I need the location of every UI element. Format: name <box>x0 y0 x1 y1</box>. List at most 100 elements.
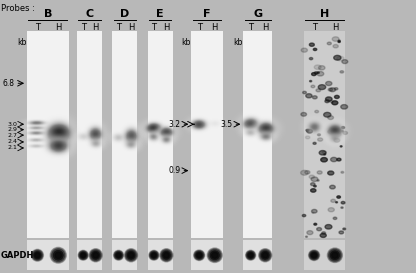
Ellipse shape <box>164 253 169 258</box>
Circle shape <box>328 171 334 175</box>
Circle shape <box>331 157 337 162</box>
Circle shape <box>342 60 348 64</box>
Text: 3.0: 3.0 <box>7 122 17 127</box>
Circle shape <box>312 73 316 76</box>
Circle shape <box>327 42 331 45</box>
Text: kb: kb <box>17 38 26 47</box>
Circle shape <box>333 217 337 219</box>
Circle shape <box>316 89 321 92</box>
Text: 2.4: 2.4 <box>7 140 17 144</box>
Text: kb: kb <box>233 38 243 47</box>
Circle shape <box>310 58 313 60</box>
Ellipse shape <box>89 249 102 262</box>
Circle shape <box>329 88 336 92</box>
Text: T: T <box>35 23 40 32</box>
Ellipse shape <box>34 252 41 259</box>
Text: H: H <box>55 23 62 32</box>
Circle shape <box>305 136 310 139</box>
Circle shape <box>322 232 326 234</box>
Circle shape <box>334 132 341 136</box>
Circle shape <box>328 208 334 212</box>
Ellipse shape <box>35 253 40 258</box>
Text: G: G <box>253 9 262 19</box>
Ellipse shape <box>310 251 319 260</box>
Ellipse shape <box>50 247 66 263</box>
Ellipse shape <box>311 252 317 259</box>
Ellipse shape <box>207 248 222 262</box>
Ellipse shape <box>81 253 85 257</box>
Circle shape <box>334 55 341 60</box>
Circle shape <box>321 158 327 162</box>
Circle shape <box>338 40 340 41</box>
Ellipse shape <box>212 252 218 258</box>
Text: T: T <box>312 23 317 32</box>
Text: E: E <box>156 9 164 19</box>
Text: C: C <box>85 9 94 19</box>
Ellipse shape <box>208 249 221 261</box>
Text: D: D <box>120 9 129 19</box>
Circle shape <box>326 81 332 85</box>
Text: T: T <box>116 23 121 32</box>
Circle shape <box>326 97 332 101</box>
Circle shape <box>337 158 341 161</box>
Text: H: H <box>128 23 134 32</box>
Circle shape <box>317 72 324 76</box>
Circle shape <box>337 56 344 61</box>
Bar <box>27 31 69 238</box>
Ellipse shape <box>249 253 253 257</box>
Ellipse shape <box>329 249 341 261</box>
Ellipse shape <box>194 250 205 260</box>
Ellipse shape <box>260 250 271 261</box>
Circle shape <box>337 196 340 198</box>
Text: B: B <box>44 9 52 19</box>
Circle shape <box>336 202 337 203</box>
Bar <box>27 240 69 270</box>
Circle shape <box>315 110 319 113</box>
Ellipse shape <box>126 250 136 261</box>
Text: H: H <box>92 23 99 32</box>
Circle shape <box>313 48 317 51</box>
Circle shape <box>301 170 308 175</box>
Circle shape <box>329 185 335 189</box>
Circle shape <box>343 228 346 230</box>
Circle shape <box>341 171 344 173</box>
Ellipse shape <box>312 253 317 257</box>
Circle shape <box>305 171 310 174</box>
Bar <box>148 240 173 270</box>
Ellipse shape <box>53 250 63 260</box>
Bar <box>112 240 137 270</box>
Ellipse shape <box>129 253 134 258</box>
Text: T: T <box>197 23 202 32</box>
Circle shape <box>330 100 333 103</box>
Circle shape <box>328 116 334 120</box>
Circle shape <box>301 112 307 116</box>
Circle shape <box>311 183 315 186</box>
Circle shape <box>309 175 314 179</box>
Circle shape <box>324 112 331 117</box>
Ellipse shape <box>116 252 122 258</box>
Ellipse shape <box>114 251 123 259</box>
Bar <box>243 240 272 270</box>
Bar <box>191 31 223 238</box>
Text: 6.8: 6.8 <box>2 79 15 88</box>
Text: H: H <box>262 23 268 32</box>
Circle shape <box>320 233 326 238</box>
Circle shape <box>318 138 323 141</box>
Bar <box>148 31 173 238</box>
Text: H: H <box>332 23 338 32</box>
Ellipse shape <box>246 251 255 259</box>
Text: 2.9: 2.9 <box>7 127 17 132</box>
Ellipse shape <box>78 250 88 260</box>
Circle shape <box>334 138 340 142</box>
Circle shape <box>317 171 322 174</box>
Circle shape <box>314 185 316 187</box>
Circle shape <box>339 231 344 234</box>
Circle shape <box>305 236 307 237</box>
Ellipse shape <box>116 253 121 257</box>
Text: T: T <box>81 23 86 32</box>
Bar <box>77 31 102 238</box>
Circle shape <box>311 177 318 182</box>
Ellipse shape <box>32 250 42 260</box>
Text: T: T <box>248 23 253 32</box>
Circle shape <box>314 72 318 74</box>
